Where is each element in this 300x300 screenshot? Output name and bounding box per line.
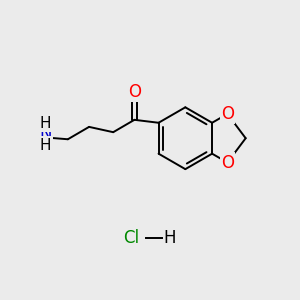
Text: O: O	[221, 105, 234, 123]
Text: Cl: Cl	[123, 229, 139, 247]
Text: H: H	[40, 116, 51, 131]
Text: O: O	[128, 83, 141, 101]
Text: O: O	[221, 154, 234, 172]
Text: N: N	[39, 125, 52, 143]
Text: H: H	[164, 229, 176, 247]
Text: H: H	[40, 138, 51, 153]
